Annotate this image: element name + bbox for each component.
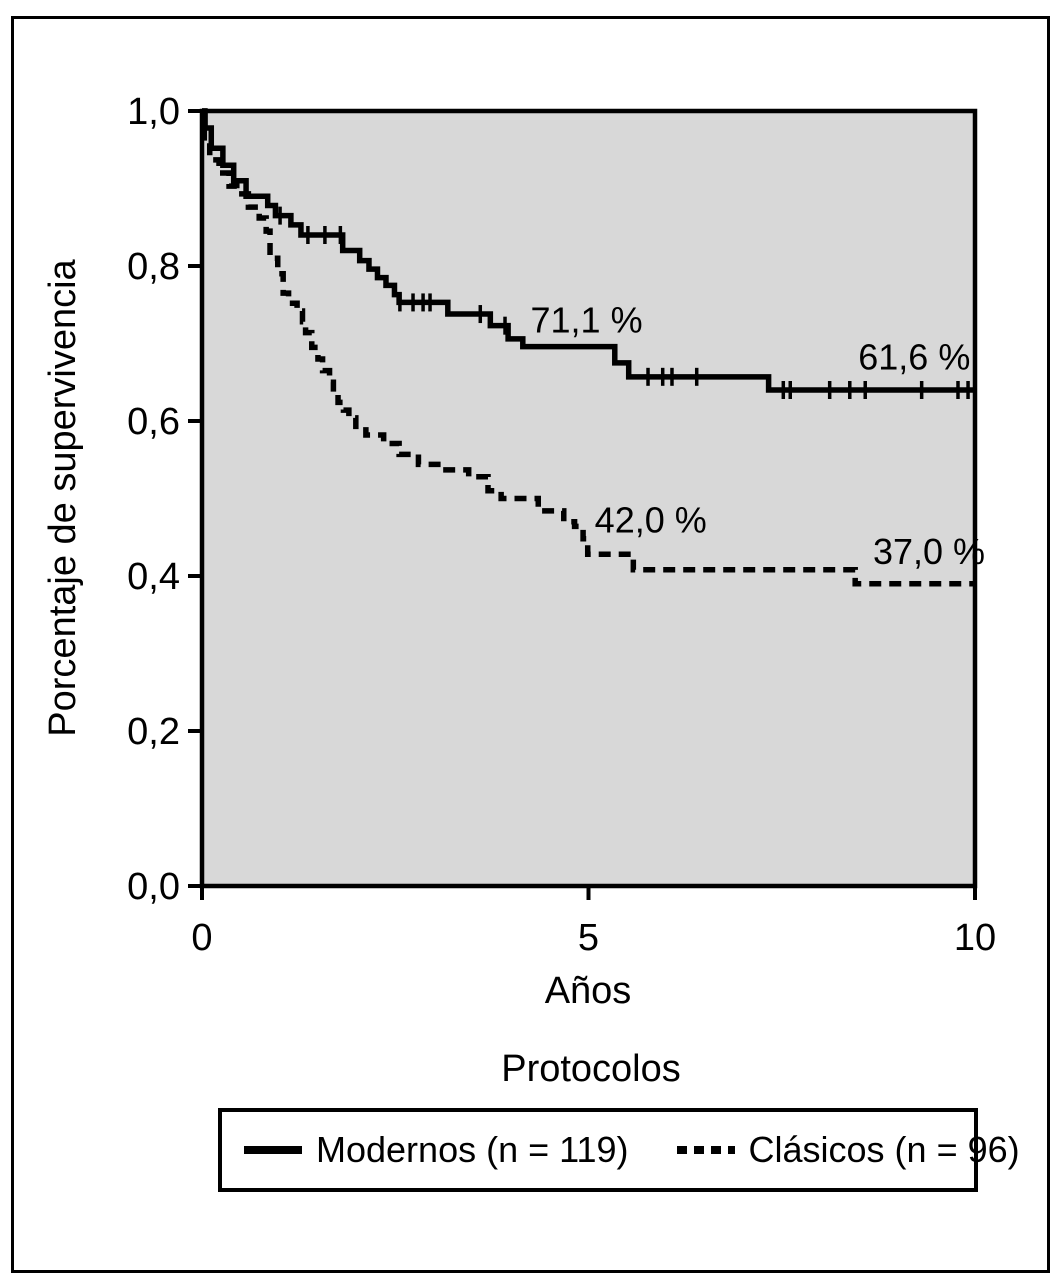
legend-box: Modernos (n = 119) Clásicos (n = 96) xyxy=(218,1108,1020,1192)
survival-value-label: 37,0 % xyxy=(873,531,985,572)
annotation-labels: 71,1 % 61,6 % 42,0 % 37,0 % xyxy=(531,299,986,572)
dashed-line-swatch-icon xyxy=(676,1146,735,1154)
series-lines xyxy=(201,108,975,587)
series-line-modernos xyxy=(202,108,975,393)
x-tick-label: 0 xyxy=(191,917,212,959)
y-tick-label: 0,2 xyxy=(127,711,180,753)
x-tick-label: 5 xyxy=(578,917,599,959)
x-axis-ticks: 0 5 10 xyxy=(191,886,996,959)
legend-title: Protocolos xyxy=(501,1048,681,1090)
x-axis-title: Años xyxy=(545,970,632,1012)
y-axis-title: Porcentaje de supervivencia xyxy=(42,258,84,736)
legend-item-clasicos: Clásicos (n = 96) xyxy=(676,1129,1020,1171)
legend-item-modernos: Modernos (n = 119) xyxy=(244,1129,629,1171)
censor-marks xyxy=(278,206,970,399)
y-tick-label: 0,0 xyxy=(127,866,180,908)
y-tick-label: 0,8 xyxy=(127,246,180,288)
y-tick-label: 1,0 xyxy=(127,91,180,133)
series-line-clasicos xyxy=(201,108,975,587)
x-tick-label: 10 xyxy=(954,917,996,959)
solid-line-swatch-icon xyxy=(244,1146,302,1154)
survival-value-label: 71,1 % xyxy=(531,299,643,340)
survival-value-label: 42,0 % xyxy=(595,499,707,540)
figure-frame xyxy=(11,16,1050,1273)
legend-label-modernos: Modernos (n = 119) xyxy=(316,1129,629,1170)
plot-area xyxy=(199,108,978,889)
y-tick-label: 0,6 xyxy=(127,401,180,443)
legend-label-clasicos: Clásicos (n = 96) xyxy=(748,1129,1020,1170)
survival-value-label: 61,6 % xyxy=(858,337,970,378)
y-tick-label: 0,4 xyxy=(127,556,180,598)
y-axis-ticks: 0,0 0,2 0,4 0,6 0,8 1,0 xyxy=(127,91,202,908)
